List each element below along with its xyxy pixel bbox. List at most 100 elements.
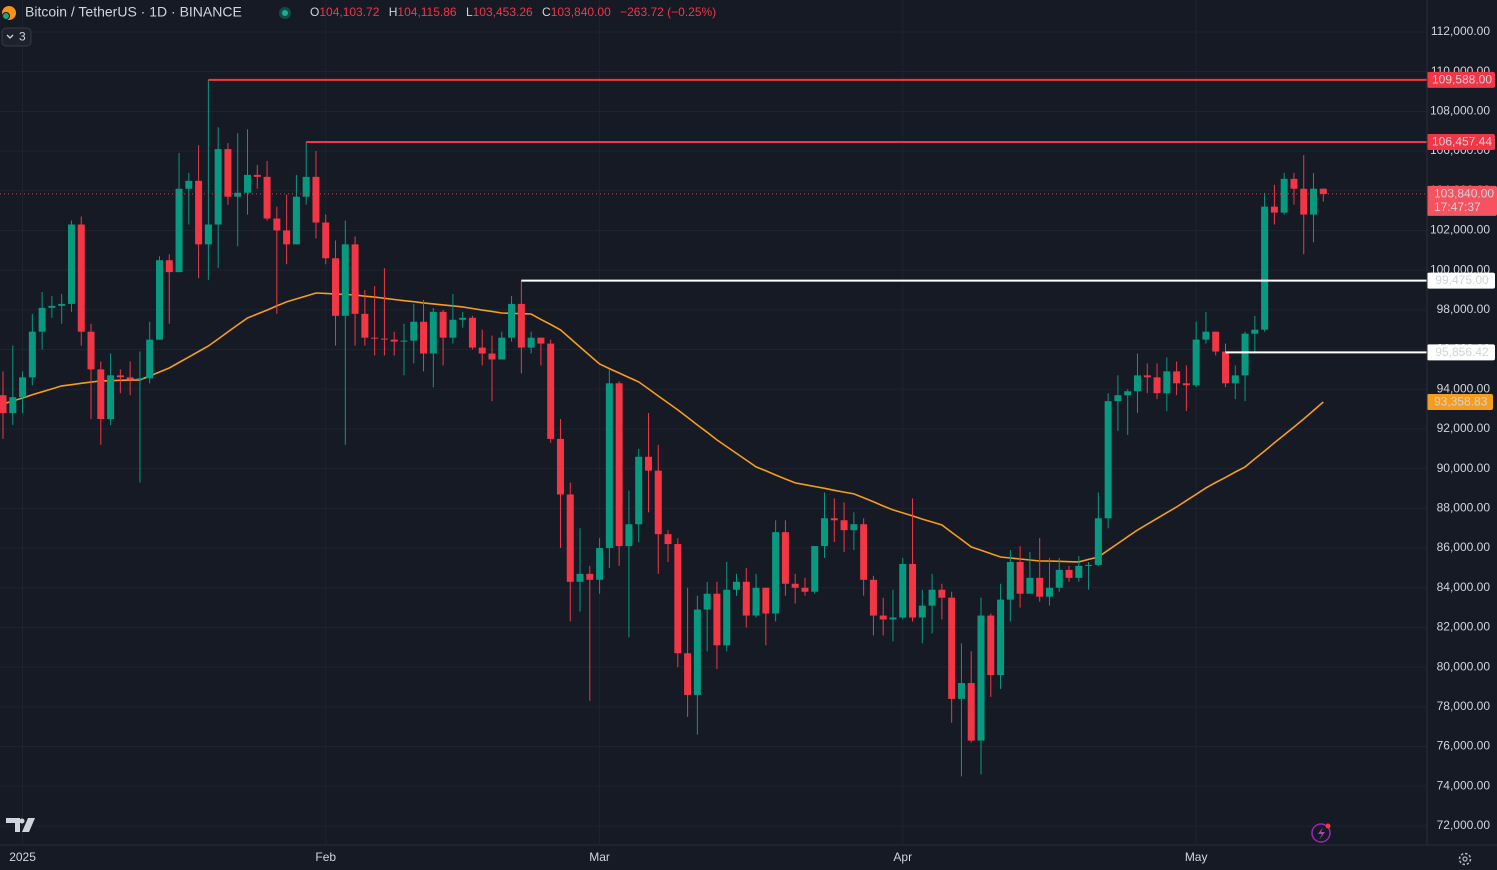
candle-body: [830, 518, 838, 521]
candle-body: [889, 617, 897, 620]
candle-body: [801, 587, 809, 592]
candle-body: [1085, 564, 1093, 566]
ma-label-bg: [1427, 393, 1493, 410]
candle-body: [1251, 329, 1259, 334]
candle-body: [625, 524, 633, 547]
alert-bolt: [1318, 827, 1325, 840]
candle-body: [253, 174, 261, 177]
candle-body: [1270, 206, 1278, 213]
candle-body: [38, 307, 46, 332]
candle-body: [58, 303, 66, 306]
candle-body: [869, 579, 877, 616]
candle-body: [1104, 401, 1112, 519]
candle-body: [420, 321, 428, 354]
ohlc: O104,103.72 H104,115.86 L103,453.26 C103…: [310, 5, 716, 19]
candle-body: [204, 224, 212, 245]
candle-body: [146, 339, 154, 379]
candle-body: [791, 583, 799, 588]
settings[interactable]: [1458, 852, 1472, 866]
level-label-bg: [1427, 272, 1495, 289]
gear-inner: [1462, 856, 1468, 862]
logo-dot: [19, 818, 25, 824]
candle-body: [136, 378, 144, 380]
candle-body: [341, 244, 349, 316]
candle-body: [116, 375, 124, 378]
candle-body: [742, 581, 750, 616]
candle-body: [488, 353, 496, 360]
candle-body: [1036, 577, 1044, 597]
gear-outer: [1458, 852, 1472, 866]
y-tick-label: 86,000.00: [1437, 540, 1491, 554]
candle-body: [703, 593, 711, 610]
candle-body: [1094, 518, 1102, 565]
y-tick-label: 82,000.00: [1437, 620, 1491, 634]
candle-body: [762, 587, 770, 614]
symbol[interactable]: Bitcoin / TetherUS · 1D · BINANCE: [25, 4, 242, 20]
candle-body: [87, 331, 95, 370]
candle-body: [410, 321, 418, 341]
candle-body: [429, 311, 437, 354]
change: −263.72 (−0.25%): [620, 5, 716, 19]
grid: [0, 0, 1427, 845]
candle-body: [654, 470, 662, 535]
y-tick-label: 102,000.00: [1430, 223, 1490, 237]
candle-body: [938, 589, 946, 598]
y-tick-label: 74,000.00: [1437, 778, 1491, 792]
alert-icon[interactable]: [1311, 823, 1331, 843]
candle-body: [1065, 569, 1073, 578]
close-value: 103,840.00: [551, 5, 611, 19]
x-tick-label: Apr: [893, 850, 912, 864]
candle-body: [273, 218, 281, 231]
y-tick-label: 72,000.00: [1437, 818, 1491, 832]
candle-body: [713, 593, 721, 646]
candle-body: [214, 149, 222, 225]
candle-body: [1280, 178, 1288, 213]
candle-body: [1124, 391, 1132, 396]
candle-body: [195, 180, 203, 245]
candle-body: [351, 244, 359, 314]
y-tick-label: 92,000.00: [1437, 421, 1491, 435]
candle-body: [899, 563, 907, 618]
candle-body: [459, 317, 467, 320]
candle-body: [967, 683, 975, 741]
candle-body: [850, 524, 858, 531]
x-tick-label: Feb: [315, 850, 336, 864]
candle-body: [332, 258, 340, 316]
candle-body: [840, 520, 848, 531]
candle-body: [879, 615, 887, 620]
candle-body: [263, 176, 271, 219]
candle-body: [1222, 351, 1229, 384]
candle-body: [1026, 577, 1034, 594]
candle-body: [693, 609, 701, 695]
candle-body: [1133, 375, 1141, 392]
candle-body: [1045, 587, 1053, 597]
level-label: 106,457.44: [1432, 135, 1492, 149]
y-tick-label: 98,000.00: [1437, 302, 1491, 316]
candle-body: [400, 340, 408, 342]
level-label: 95,856.42: [1435, 345, 1489, 359]
candle-body: [556, 438, 564, 495]
indicator-count: 3: [19, 30, 26, 44]
last-price-bg: [1427, 185, 1497, 216]
candle-body: [1173, 371, 1181, 384]
level-label-bg: [1427, 71, 1495, 88]
indicator-toggle[interactable]: [1, 27, 32, 47]
candle-body: [283, 230, 291, 245]
quote-icon: [2, 12, 10, 20]
alert-ring: [1311, 823, 1331, 843]
candle-body: [439, 311, 447, 338]
candle-body: [918, 605, 926, 618]
candle-body: [234, 192, 242, 197]
candle-body: [1212, 331, 1220, 352]
candle-body: [615, 383, 623, 547]
y-tick-label: 94,000.00: [1437, 381, 1491, 395]
candle-body: [498, 337, 506, 360]
candle-body: [1163, 371, 1171, 394]
candle-body: [586, 573, 594, 580]
candle-body: [361, 313, 369, 338]
candle-body: [987, 615, 995, 676]
candle-body: [1192, 339, 1200, 386]
